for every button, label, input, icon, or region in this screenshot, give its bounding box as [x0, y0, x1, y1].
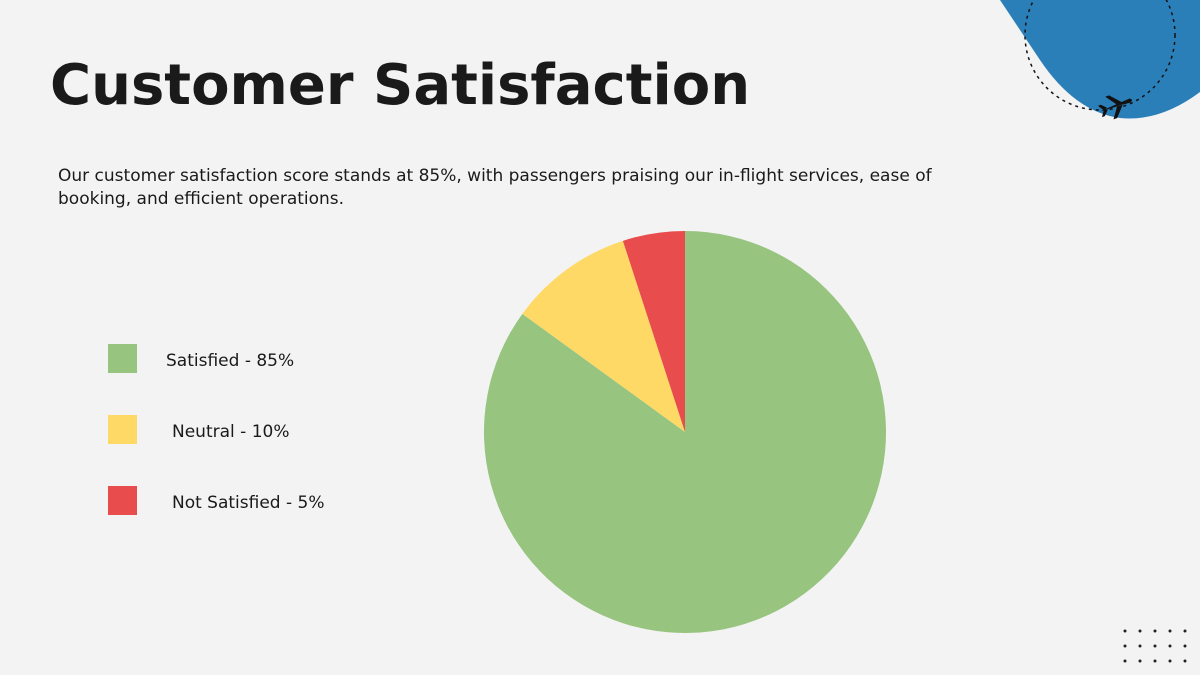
decor-blob: [1000, 0, 1200, 119]
chart-title: Customer Satisfaction: [50, 53, 750, 118]
legend-label: Not Satisfied - 5%: [172, 493, 325, 513]
dot: [1138, 659, 1142, 663]
pie-slice: [622, 231, 685, 432]
dot: [1153, 644, 1157, 648]
plane-icon: [1097, 95, 1132, 120]
dot: [1123, 644, 1127, 648]
dot: [1168, 659, 1172, 663]
subtitle: Our customer satisfaction score stands a…: [58, 166, 932, 209]
legend-swatch: [108, 415, 137, 444]
dot: [1153, 659, 1157, 663]
dot: [1138, 629, 1142, 633]
dot: [1138, 644, 1142, 648]
dot: [1123, 629, 1127, 633]
legend-swatch: [108, 344, 137, 373]
legend-label: Satisfied - 85%: [166, 351, 294, 371]
dot: [1153, 629, 1157, 633]
decor-dots: [1123, 629, 1187, 663]
dot: [1168, 644, 1172, 648]
pie-slice: [483, 231, 886, 633]
dot: [1168, 629, 1172, 633]
dot: [1183, 629, 1187, 633]
pie-slice: [522, 240, 685, 432]
legend-label: Neutral - 10%: [172, 422, 289, 442]
dot: [1123, 659, 1127, 663]
legend-swatch: [108, 486, 137, 515]
decor-circle: [1024, 0, 1176, 111]
dot: [1183, 644, 1187, 648]
dot: [1183, 659, 1187, 663]
